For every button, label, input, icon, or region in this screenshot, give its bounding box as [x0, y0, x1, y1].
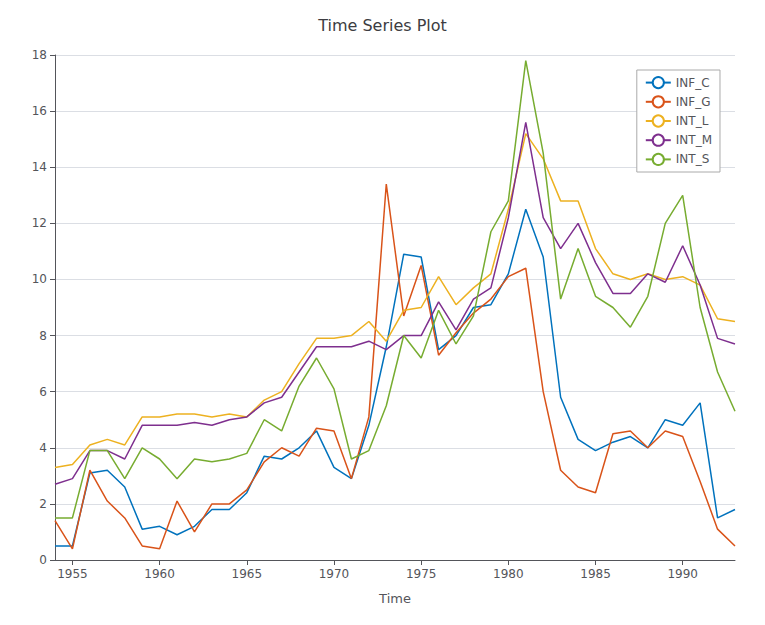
svg-text:Time Series Plot: Time Series Plot: [317, 16, 447, 35]
svg-text:1975: 1975: [406, 567, 437, 581]
svg-text:Time: Time: [378, 591, 411, 606]
svg-text:1960: 1960: [144, 567, 175, 581]
svg-text:1985: 1985: [580, 567, 611, 581]
svg-text:6: 6: [39, 385, 47, 399]
svg-text:2: 2: [39, 497, 47, 511]
svg-text:10: 10: [32, 272, 47, 286]
svg-text:INF_G: INF_G: [676, 95, 711, 109]
svg-text:0: 0: [39, 553, 47, 567]
svg-text:4: 4: [39, 441, 47, 455]
svg-text:14: 14: [32, 160, 47, 174]
svg-text:16: 16: [32, 104, 47, 118]
svg-text:12: 12: [32, 216, 47, 230]
svg-text:1990: 1990: [667, 567, 698, 581]
svg-text:1970: 1970: [319, 567, 350, 581]
svg-text:1955: 1955: [57, 567, 88, 581]
svg-text:INT_L: INT_L: [676, 114, 709, 128]
svg-text:INF_C: INF_C: [676, 76, 710, 90]
svg-text:8: 8: [39, 329, 47, 343]
svg-text:INT_M: INT_M: [676, 133, 712, 147]
svg-text:INT_S: INT_S: [676, 152, 709, 166]
svg-text:1965: 1965: [232, 567, 263, 581]
svg-text:18: 18: [32, 48, 47, 62]
svg-text:1980: 1980: [493, 567, 524, 581]
